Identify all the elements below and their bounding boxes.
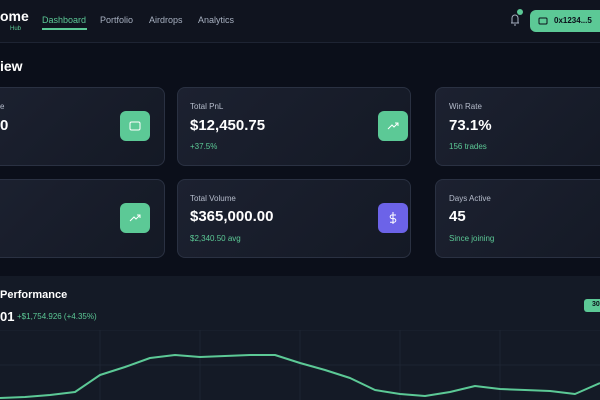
- header: [0, 0, 600, 43]
- card-sub: 156 trades: [449, 142, 487, 151]
- nav-link[interactable]: Dashboard: [42, 15, 87, 25]
- logo-sub: Hub: [10, 26, 22, 32]
- card-sub: $2,340.50 avg: [190, 234, 241, 243]
- wallet-button[interactable]: [530, 10, 600, 32]
- stat-card: [177, 179, 411, 258]
- nav-link[interactable]: Portfolio: [100, 15, 134, 25]
- nav-underline: [42, 28, 87, 30]
- wallet-icon: [538, 17, 548, 25]
- nav-link[interactable]: Analytics: [198, 15, 235, 25]
- card-icon: [120, 111, 150, 141]
- card-label: e: [0, 102, 5, 111]
- card-value: 73.1%: [449, 117, 492, 134]
- nav-link[interactable]: Airdrops: [149, 15, 183, 25]
- card-value: $12,450.75: [190, 117, 266, 134]
- range-button[interactable]: [584, 299, 600, 312]
- bell[interactable]: [505, 9, 525, 29]
- card-label: Win Rate: [449, 102, 482, 111]
- section-title: iew: [0, 58, 23, 74]
- performance-line: [0, 354, 600, 399]
- card-icon: [378, 111, 408, 141]
- card-label: Days Active: [449, 194, 491, 203]
- panel-title: Performance: [0, 289, 68, 301]
- card-icon: [120, 203, 150, 233]
- range-label: 30: [592, 301, 600, 308]
- wallet-address: 0x1234...5: [554, 16, 592, 25]
- stat-card: [177, 87, 411, 166]
- card-icon: [378, 203, 408, 233]
- card-value: 45: [449, 208, 466, 225]
- card-value: 0: [0, 117, 9, 134]
- card-label: Total PnL: [190, 102, 224, 111]
- card-label: Total Volume: [190, 194, 236, 203]
- performance-change: +$1,754.926 (+4.35%): [17, 312, 97, 321]
- performance-chart: [0, 330, 600, 400]
- card-sub: +37.5%: [190, 142, 218, 151]
- stat-card: [435, 87, 600, 166]
- logo[interactable]: ome: [0, 8, 29, 24]
- stat-card: [435, 179, 600, 258]
- card-sub: Since joining: [449, 234, 495, 243]
- card-value: $365,000.00: [190, 208, 274, 225]
- performance-value: 01: [0, 309, 15, 324]
